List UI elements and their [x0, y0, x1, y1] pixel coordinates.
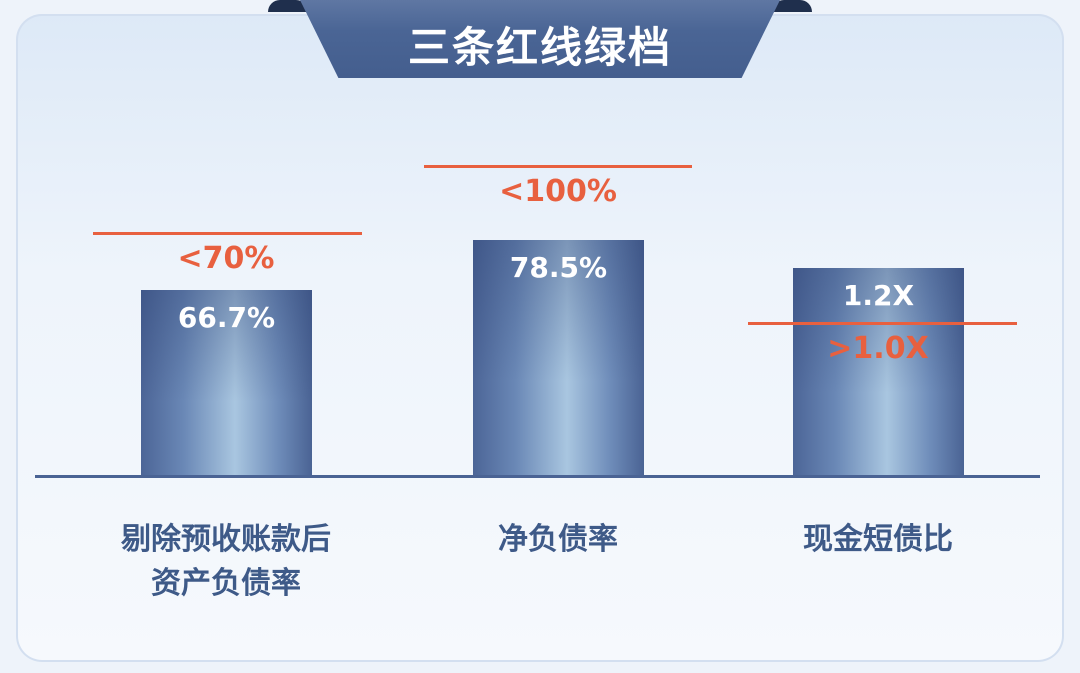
category-label: 剔除预收账款后 资产负债率: [121, 522, 331, 601]
ribbon-fold-left: [268, 0, 308, 12]
bar-value-label: 1.2X: [842, 279, 915, 312]
category-label: 净负债率: [498, 522, 618, 557]
bar-value-label: 78.5%: [509, 251, 608, 284]
category-label: 现金短债比: [803, 522, 953, 557]
threshold-label: >1.0X: [827, 331, 929, 366]
threshold-label: <100%: [499, 174, 617, 209]
x-axis-line: [35, 475, 1040, 478]
ribbon-fold-right: [772, 0, 812, 12]
title-banner: [300, 0, 780, 78]
bar-value-label: 66.7%: [177, 301, 276, 334]
threshold-line-2: [424, 165, 692, 168]
threshold-line-1: [93, 232, 362, 235]
threshold-label: <70%: [177, 241, 275, 276]
bar-1: [141, 290, 312, 476]
chart-title: 三条红线绿档: [407, 23, 672, 72]
bar-3: [793, 268, 964, 476]
bar-2: [473, 240, 644, 476]
threshold-line-3: [748, 322, 1017, 325]
